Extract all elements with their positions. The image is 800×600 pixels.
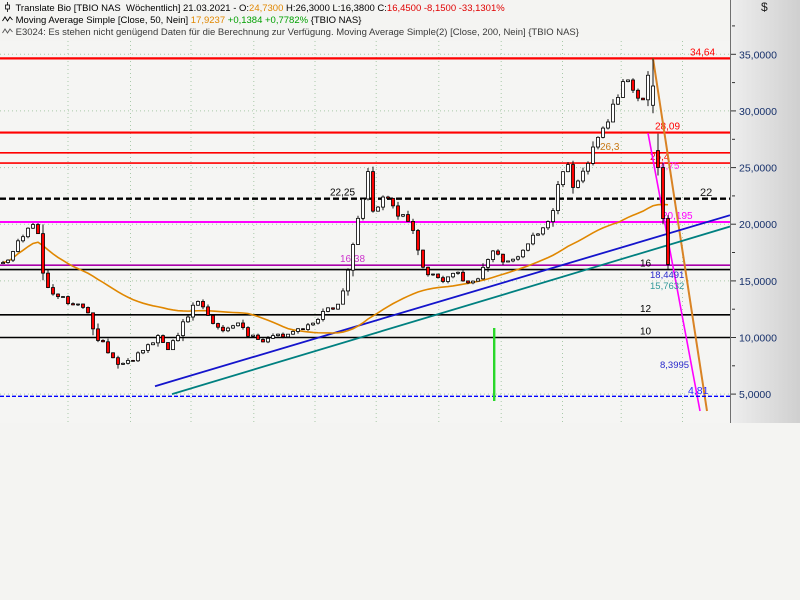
svg-text:35,0000: 35,0000: [739, 49, 777, 61]
svg-text:4,81: 4,81: [688, 385, 709, 397]
svg-text:10,0000: 10,0000: [739, 333, 777, 345]
svg-text:$: $: [761, 0, 768, 14]
svg-text:16: 16: [640, 259, 652, 270]
svg-text:15,0000: 15,0000: [739, 276, 777, 288]
svg-text:20,0000: 20,0000: [739, 219, 777, 231]
svg-text:12: 12: [640, 304, 652, 315]
svg-text:22: 22: [700, 187, 712, 199]
svg-text:34,64: 34,64: [690, 47, 715, 58]
svg-text:10: 10: [640, 327, 652, 338]
svg-text:18,4491: 18,4491: [650, 270, 684, 281]
svg-text:5,0000: 5,0000: [739, 389, 771, 401]
svg-text:26,3: 26,3: [600, 142, 620, 153]
svg-text:28,09: 28,09: [655, 122, 680, 133]
svg-text:15,7632: 15,7632: [650, 281, 684, 292]
svg-text:8,3995: 8,3995: [660, 360, 689, 371]
svg-text:30,0000: 30,0000: [739, 106, 777, 118]
svg-text:22,25: 22,25: [330, 188, 355, 199]
svg-text:25,0000: 25,0000: [739, 163, 777, 175]
